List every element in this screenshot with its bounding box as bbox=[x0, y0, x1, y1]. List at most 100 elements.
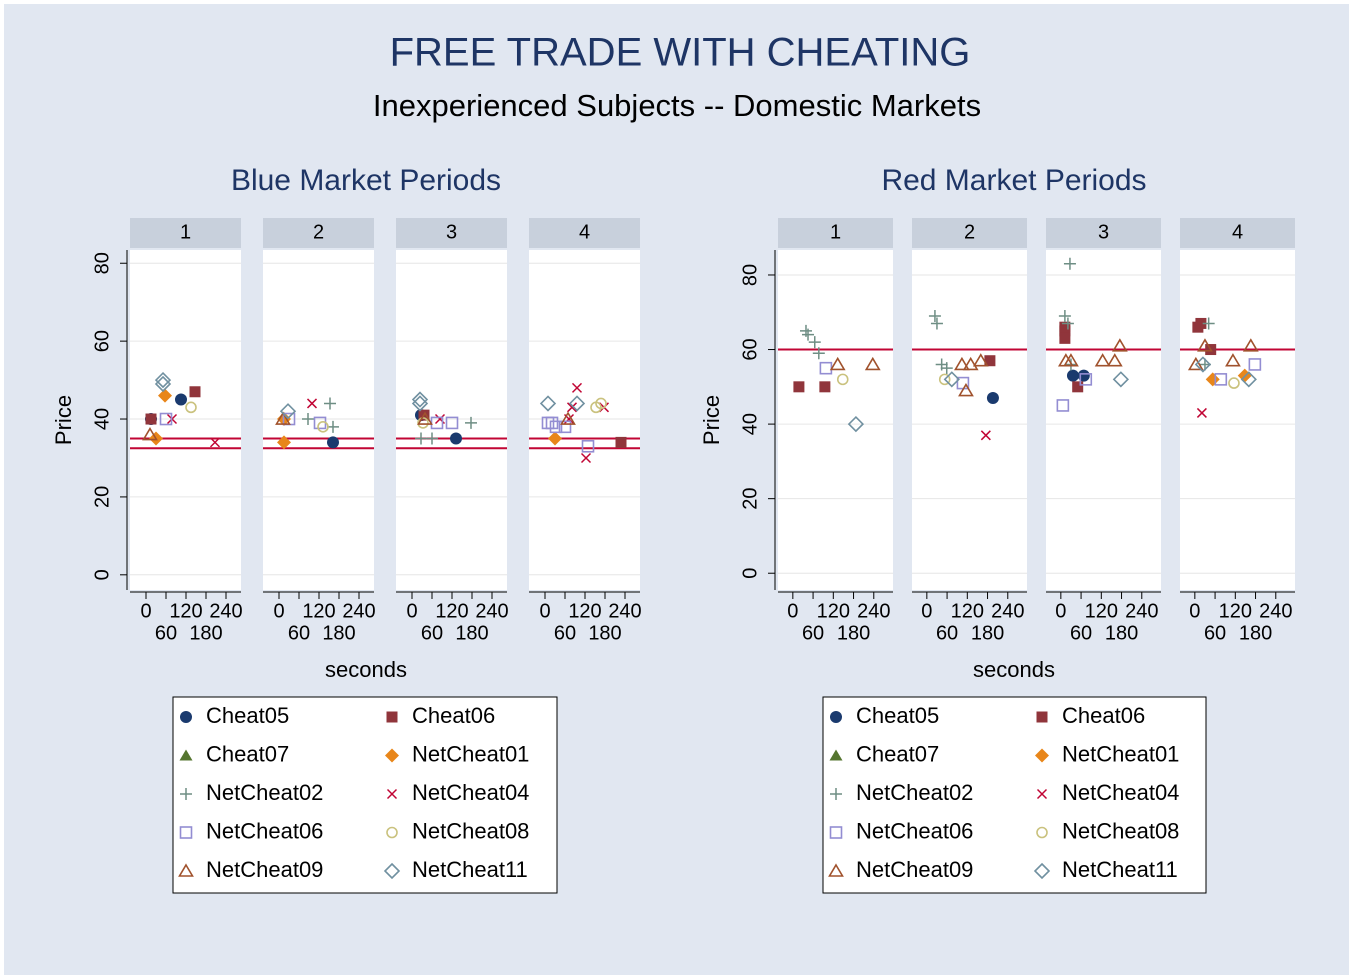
point bbox=[302, 413, 314, 426]
point bbox=[154, 371, 172, 389]
x-tick-label: 120 bbox=[817, 600, 850, 622]
facet-label: 3 bbox=[446, 221, 457, 243]
legend-label: Cheat05 bbox=[206, 703, 289, 728]
point bbox=[275, 411, 291, 425]
x-tick-label: 0 bbox=[921, 600, 932, 622]
facet-label: 2 bbox=[313, 221, 324, 243]
legend-marker bbox=[383, 862, 401, 880]
x-tick-label: 0 bbox=[1055, 600, 1066, 622]
point bbox=[566, 402, 578, 413]
point bbox=[1063, 353, 1079, 367]
x-tick-label: 120 bbox=[1085, 600, 1118, 622]
legend-marker bbox=[1033, 862, 1051, 880]
point bbox=[1111, 338, 1128, 352]
point bbox=[836, 373, 849, 386]
x-axis-label: seconds bbox=[973, 657, 1055, 682]
facet-header bbox=[130, 218, 241, 248]
point bbox=[580, 452, 592, 464]
x-tick-label: 60 bbox=[288, 622, 310, 644]
point bbox=[986, 392, 999, 405]
point bbox=[1197, 338, 1213, 352]
facet-header bbox=[912, 218, 1027, 248]
x-tick-label: 0 bbox=[273, 600, 284, 622]
y-axis-label: Price bbox=[699, 395, 724, 445]
legend-marker bbox=[829, 749, 843, 761]
x-tick-label: 0 bbox=[787, 600, 798, 622]
x-tick-label: 240 bbox=[857, 600, 890, 622]
x-tick-label: 180 bbox=[1239, 622, 1272, 644]
panel-title: Blue Market Periods bbox=[231, 164, 501, 197]
point bbox=[984, 355, 996, 367]
x-tick-label: 240 bbox=[209, 600, 242, 622]
x-tick-label: 180 bbox=[837, 622, 870, 644]
point bbox=[415, 432, 427, 445]
x-tick-label: 60 bbox=[155, 622, 177, 644]
legend-marker bbox=[828, 863, 844, 877]
legend-label: NetCheat04 bbox=[412, 780, 529, 805]
x-tick-label: 0 bbox=[140, 600, 151, 622]
x-tick-label: 180 bbox=[588, 622, 621, 644]
y-tick-label: 60 bbox=[739, 338, 761, 360]
point bbox=[829, 356, 846, 371]
point bbox=[1106, 353, 1123, 367]
facet-label: 3 bbox=[1098, 221, 1109, 243]
x-tick-label: 180 bbox=[1105, 622, 1138, 644]
point bbox=[571, 382, 583, 393]
point bbox=[943, 371, 960, 388]
y-tick-label: 80 bbox=[739, 264, 761, 286]
legend-label: NetCheat08 bbox=[412, 818, 529, 843]
legend-marker bbox=[179, 749, 193, 761]
legend-marker bbox=[1035, 748, 1049, 763]
legend-marker bbox=[180, 788, 192, 800]
y-tick-label: 80 bbox=[91, 252, 113, 274]
x-tick-label: 120 bbox=[302, 600, 335, 622]
point bbox=[1079, 373, 1093, 386]
x-tick-label: 240 bbox=[342, 600, 375, 622]
x-tick-label: 0 bbox=[406, 600, 417, 622]
legend-marker bbox=[386, 788, 398, 800]
point bbox=[1059, 325, 1071, 337]
x-tick-label: 180 bbox=[322, 622, 355, 644]
point bbox=[812, 347, 825, 360]
point bbox=[411, 391, 429, 408]
legend-label: NetCheat09 bbox=[206, 857, 323, 882]
legend-marker bbox=[179, 826, 193, 839]
point bbox=[1072, 381, 1084, 393]
point bbox=[175, 393, 187, 406]
x-tick-label: 60 bbox=[1070, 622, 1092, 644]
point bbox=[928, 309, 941, 322]
y-tick-label: 60 bbox=[91, 330, 113, 352]
point bbox=[1242, 338, 1259, 352]
x-tick-label: 240 bbox=[991, 600, 1024, 622]
legend-label: NetCheat01 bbox=[412, 741, 529, 766]
point bbox=[962, 356, 979, 371]
facet-header bbox=[263, 218, 374, 248]
point bbox=[930, 317, 943, 330]
point bbox=[954, 356, 970, 371]
point bbox=[581, 439, 595, 453]
legend-label: NetCheat02 bbox=[856, 780, 973, 805]
point bbox=[277, 435, 291, 450]
x-axis-label: seconds bbox=[325, 657, 407, 682]
legend-label: NetCheat06 bbox=[206, 818, 323, 843]
legend-marker bbox=[386, 711, 398, 723]
point bbox=[317, 421, 329, 433]
facet-header bbox=[778, 218, 893, 248]
point bbox=[1214, 373, 1228, 386]
point bbox=[972, 353, 989, 367]
point bbox=[1066, 369, 1079, 382]
facet-header bbox=[529, 218, 640, 248]
legend-label: Cheat07 bbox=[856, 741, 939, 766]
x-tick-label: 120 bbox=[951, 600, 984, 622]
facet-label: 4 bbox=[1232, 221, 1243, 243]
facet-label: 1 bbox=[830, 221, 841, 243]
legend-marker bbox=[829, 826, 843, 839]
x-tick-label: 120 bbox=[169, 600, 202, 622]
point bbox=[549, 420, 563, 434]
point bbox=[142, 427, 158, 441]
point bbox=[958, 382, 974, 397]
point bbox=[450, 432, 462, 445]
point bbox=[1059, 332, 1071, 344]
